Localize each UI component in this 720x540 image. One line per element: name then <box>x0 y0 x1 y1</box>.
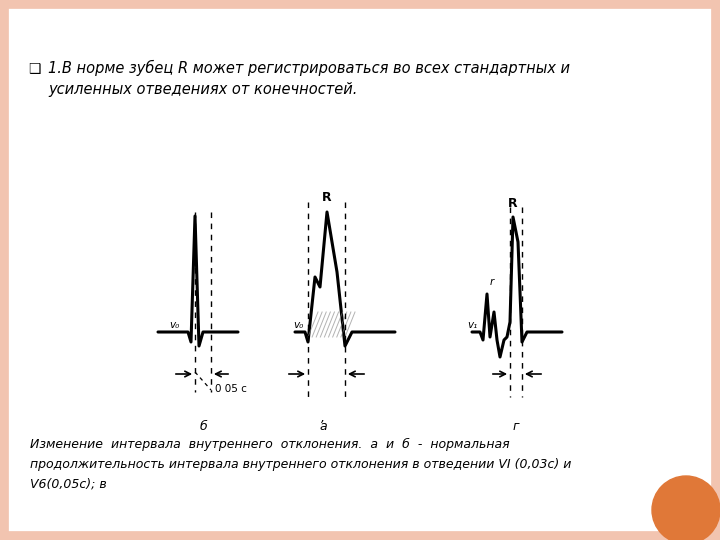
Text: г: г <box>513 420 519 433</box>
Text: 1.В норме зубец R может регистрироваться во всех стандартных и: 1.В норме зубец R может регистрироваться… <box>48 60 570 76</box>
Text: v₀: v₀ <box>170 320 180 330</box>
Text: ❑: ❑ <box>28 62 40 76</box>
Text: б: б <box>199 420 207 433</box>
Text: v₀: v₀ <box>293 320 303 330</box>
Text: R: R <box>508 197 518 210</box>
Text: v₁: v₁ <box>468 320 478 330</box>
Text: Изменение  интервала  внутреннего  отклонения.  а  и  б  -  нормальная: Изменение интервала внутреннего отклонен… <box>30 438 510 451</box>
Circle shape <box>652 476 720 540</box>
Text: 0 05 с: 0 05 с <box>215 384 247 394</box>
Text: продолжительность интервала внутреннего отклонения в отведении VI (0,03с) и: продолжительность интервала внутреннего … <box>30 458 572 471</box>
Text: усиленных отведениях от конечностей.: усиленных отведениях от конечностей. <box>48 82 357 97</box>
Text: R: R <box>322 191 332 204</box>
Text: а: а <box>319 420 327 433</box>
Text: ,: , <box>321 412 325 425</box>
Text: V6(0,05с); в: V6(0,05с); в <box>30 478 107 491</box>
Text: r: r <box>490 277 494 287</box>
